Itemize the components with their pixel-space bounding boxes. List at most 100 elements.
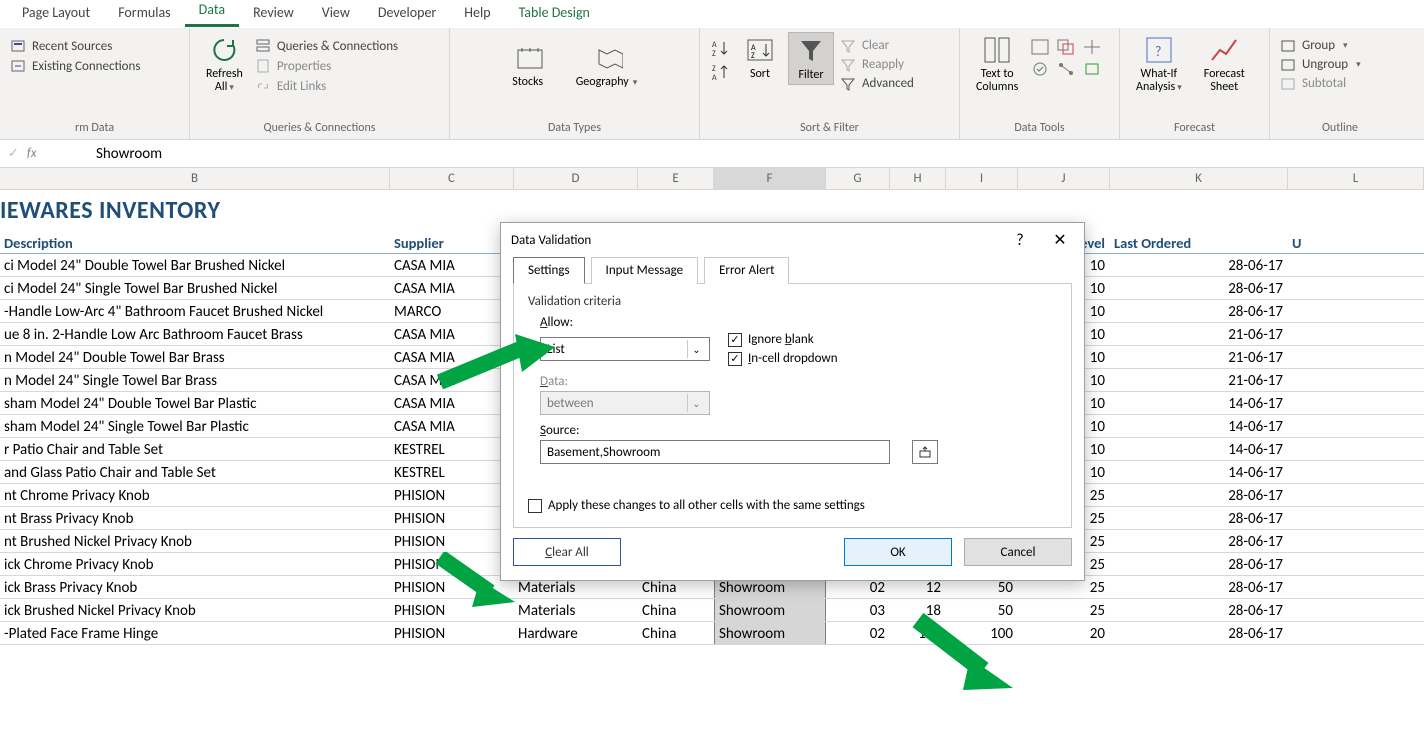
cell[interactable]: ick Brass Privacy Knob [0,576,390,598]
cell[interactable] [1288,323,1424,345]
relationships-icon[interactable] [1056,60,1078,78]
cell[interactable]: CASA MIA [390,277,514,299]
data-model-icon[interactable] [1082,60,1104,78]
cell[interactable]: CASA MIA [390,254,514,276]
cell[interactable] [1288,346,1424,368]
cell[interactable]: nt Brass Privacy Knob [0,507,390,529]
cell[interactable]: n Model 24" Single Towel Bar Brass [0,369,390,391]
cell[interactable]: sham Model 24" Single Towel Bar Plastic [0,415,390,437]
range-selector-button[interactable] [912,440,938,464]
cell[interactable]: 135 [890,622,946,644]
cell[interactable]: ci Model 24" Single Towel Bar Brushed Ni… [0,277,390,299]
cell[interactable]: Showroom [714,599,826,621]
cell[interactable] [1288,507,1424,529]
column-header-I[interactable]: I [946,168,1018,189]
column-header-C[interactable]: C [390,168,514,189]
cell[interactable] [1288,277,1424,299]
cell[interactable]: ick Chrome Privacy Knob [0,553,390,575]
incell-dropdown-checkbox[interactable]: ✓In-cell dropdown [728,351,838,366]
cell[interactable]: China [638,599,714,621]
cell[interactable]: 03 [826,599,890,621]
ribbon-tab-table-design[interactable]: Table Design [505,0,604,27]
column-header-B[interactable]: B [0,168,390,189]
text-to-columns-button[interactable]: Text toColumns [970,32,1024,96]
cell[interactable]: PHISION [390,553,514,575]
ok-button[interactable]: OK [844,538,952,566]
column-header-H[interactable]: H [890,168,946,189]
cell[interactable]: CASA MIA [390,323,514,345]
dialog-close-button[interactable]: ✕ [1046,226,1074,254]
cell[interactable]: Hardware [514,622,638,644]
cell[interactable]: CASA MIA [390,392,514,414]
queries-connections-button[interactable]: Queries & Connections [255,38,398,54]
cell[interactable]: 14-06-17 [1110,415,1288,437]
ribbon-tab-view[interactable]: View [308,0,364,27]
ribbon-tab-help[interactable]: Help [450,0,504,27]
properties-button[interactable]: Properties [255,58,398,74]
ribbon-tab-developer[interactable]: Developer [364,0,450,27]
cell[interactable]: 28-06-17 [1110,300,1288,322]
sort-button[interactable]: AZ Sort [738,32,782,83]
consolidate-icon[interactable] [1082,38,1104,56]
ungroup-button[interactable]: Ungroup▾ [1280,57,1361,72]
dialog-tab-settings[interactable]: Settings [513,257,585,284]
cell[interactable]: PHISION [390,507,514,529]
edit-links-button[interactable]: Edit Links [255,78,398,94]
dialog-help-button[interactable]: ? [1006,226,1034,254]
cell[interactable]: 28-06-17 [1110,507,1288,529]
ribbon-tab-page-layout[interactable]: Page Layout [8,0,104,27]
cell[interactable] [1288,300,1424,322]
column-header-L[interactable]: L [1288,168,1424,189]
cell[interactable]: 21-06-17 [1110,369,1288,391]
refresh-all-button[interactable]: RefreshAll▾ [200,32,249,96]
cell[interactable]: PHISION [390,622,514,644]
column-header-J[interactable]: J [1018,168,1110,189]
cell[interactable]: KESTREL [390,461,514,483]
cell[interactable] [1288,438,1424,460]
cell[interactable]: 28-06-17 [1110,599,1288,621]
reapply-button[interactable]: Reapply [840,57,914,72]
forecast-sheet-button[interactable]: ForecastSheet [1198,32,1251,96]
cell[interactable]: CASA MIA [390,346,514,368]
cell[interactable]: PHISION [390,530,514,552]
ribbon-tab-data[interactable]: Data [185,0,239,27]
cell[interactable]: PHISION [390,576,514,598]
cell[interactable]: 21-06-17 [1110,323,1288,345]
cell[interactable]: 28-06-17 [1110,576,1288,598]
flash-fill-icon[interactable] [1030,38,1052,56]
column-header-G[interactable]: G [826,168,890,189]
sort-az-button[interactable]: AZ [710,38,732,58]
cell[interactable]: 20 [1018,622,1110,644]
column-header-K[interactable]: K [1110,168,1288,189]
cell[interactable]: -Handle Low-Arc 4" Bathroom Faucet Brush… [0,300,390,322]
column-header-D[interactable]: D [514,168,638,189]
cell[interactable]: 28-06-17 [1110,530,1288,552]
ribbon-tab-review[interactable]: Review [239,0,308,27]
cell[interactable]: MARCO [390,300,514,322]
cell[interactable] [1288,369,1424,391]
cell[interactable] [1288,484,1424,506]
geography-button[interactable]: Geography ▾ [570,40,644,91]
cell[interactable]: 14-06-17 [1110,392,1288,414]
cell[interactable]: PHISION [390,599,514,621]
fx-icon[interactable]: fx [27,146,37,161]
ribbon-tab-formulas[interactable]: Formulas [104,0,184,27]
cell[interactable] [1288,415,1424,437]
cell[interactable]: 25 [1018,599,1110,621]
cell[interactable]: CASA MIA [390,415,514,437]
dialog-tab-input-message[interactable]: Input Message [591,257,699,284]
cell[interactable]: nt Chrome Privacy Knob [0,484,390,506]
apply-changes-checkbox[interactable]: Apply these changes to all other cells w… [528,498,1057,513]
cell[interactable]: ue 8 in. 2-Handle Low Arc Bathroom Fauce… [0,323,390,345]
cell[interactable]: 28-06-17 [1110,484,1288,506]
source-input[interactable]: Basement,Showroom [540,440,890,464]
cell[interactable]: Materials [514,599,638,621]
cell[interactable]: 28-06-17 [1110,622,1288,644]
cell[interactable]: 14-06-17 [1110,461,1288,483]
cell[interactable]: 28-06-17 [1110,254,1288,276]
cell[interactable]: n Model 24" Double Towel Bar Brass [0,346,390,368]
formula-input[interactable]: Showroom [90,145,1424,163]
stocks-button[interactable]: Stocks [506,40,550,91]
cell[interactable]: ick Brushed Nickel Privacy Knob [0,599,390,621]
cell[interactable]: China [638,622,714,644]
